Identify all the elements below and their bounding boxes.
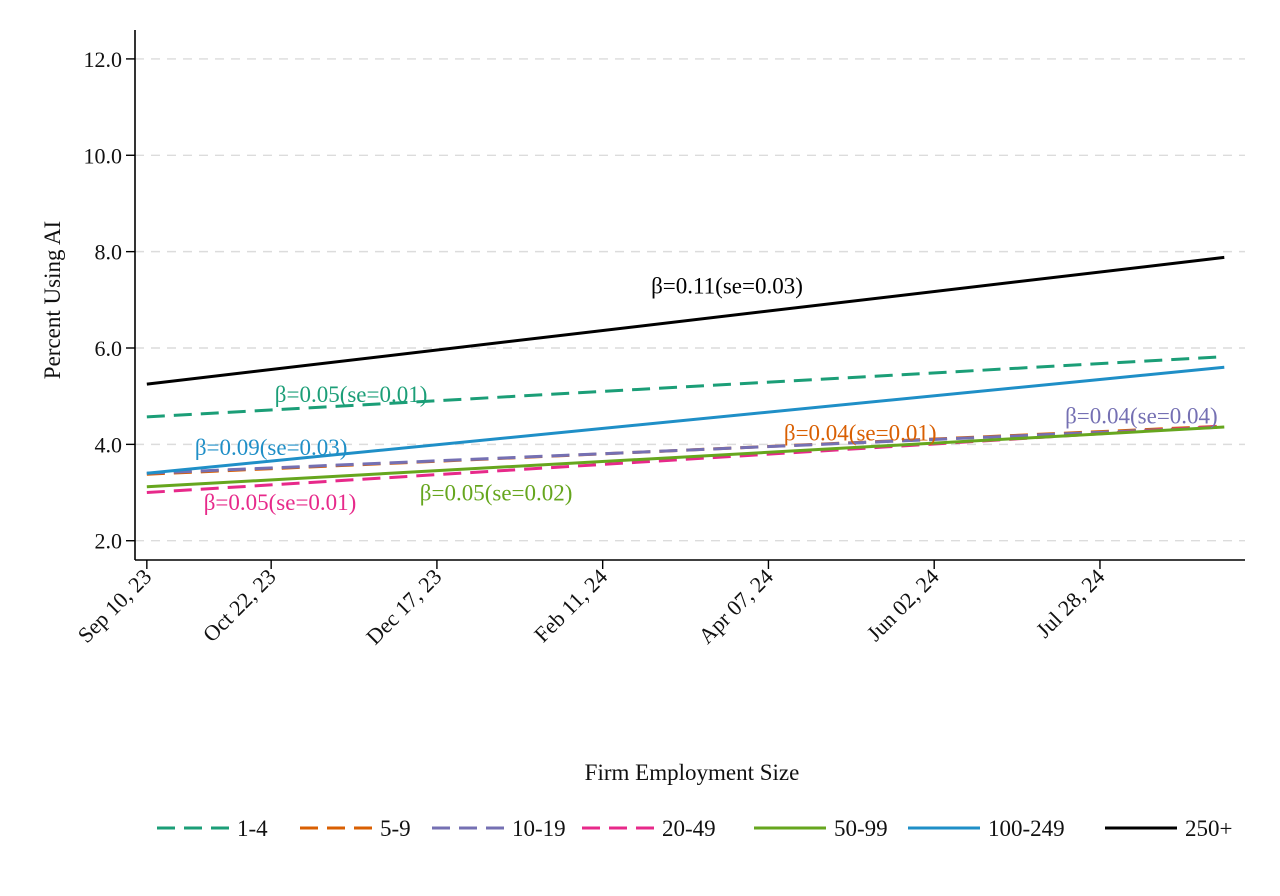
annotation-1-4: β=0.05(se=0.01) xyxy=(275,382,428,407)
legend-label-250+: 250+ xyxy=(1185,816,1232,841)
x-tick-label: Apr 07, 24 xyxy=(693,564,778,649)
annotation-50-99: β=0.05(se=0.02) xyxy=(420,481,573,506)
x-tick-label: Jun 02, 24 xyxy=(862,564,944,646)
legend-label-10-19: 10-19 xyxy=(512,816,566,841)
y-tick-label: 10.0 xyxy=(84,143,123,168)
annotation-10-19: β=0.04(se=0.04) xyxy=(1065,403,1218,428)
y-tick-label: 12.0 xyxy=(84,47,123,72)
annotation-layer: β=0.05(se=0.01) β=0.04(se=0.01) β=0.04(se=… xyxy=(195,273,1218,515)
y-axis-title: Percent Using AI xyxy=(40,221,65,379)
y-tick-label: 4.0 xyxy=(95,432,123,457)
series-line-50-99 xyxy=(146,425,1225,489)
axes-layer: 2.0 4.0 6.0 8.0 10.0 12.0 Sep 10, 23 Oct 22, 23… xyxy=(73,30,1245,649)
legend-label-20-49: 20-49 xyxy=(662,816,716,841)
series-line-1-4 xyxy=(146,355,1225,419)
y-tick-label: 6.0 xyxy=(95,336,123,361)
y-tick-label: 2.0 xyxy=(95,529,123,554)
x-tick-label: Dec 17, 23 xyxy=(361,564,447,650)
legend-label-1-4: 1-4 xyxy=(237,816,268,841)
series-line-100-249 xyxy=(146,365,1225,475)
series-line-250+ xyxy=(146,255,1225,386)
grid-layer xyxy=(135,58,1245,542)
x-tick-label: Jul 28, 24 xyxy=(1031,564,1110,643)
legend-label-50-99: 50-99 xyxy=(834,816,888,841)
annotation-250+: β=0.11(se=0.03) xyxy=(651,273,803,298)
series-line-10-19 xyxy=(146,425,1225,475)
series-layer xyxy=(146,255,1225,495)
x-tick-label: Feb 11, 24 xyxy=(529,564,612,647)
x-tick-label: Oct 22, 23 xyxy=(198,564,281,647)
annotation-100-249: β=0.09(se=0.03) xyxy=(195,435,348,460)
legend-title: Firm Employment Size xyxy=(585,760,800,785)
legend-label-5-9: 5-9 xyxy=(380,816,411,841)
annotation-5-9: β=0.04(se=0.01) xyxy=(784,420,937,445)
x-tick-label: Sep 10, 23 xyxy=(73,564,157,648)
legend: 1-4 5-9 10-19 20-49 50-99 100-249 250+ xyxy=(157,816,1232,841)
legend-label-100-249: 100-249 xyxy=(988,816,1065,841)
y-tick-label: 8.0 xyxy=(95,240,123,265)
annotation-20-49: β=0.05(se=0.01) xyxy=(204,490,357,515)
